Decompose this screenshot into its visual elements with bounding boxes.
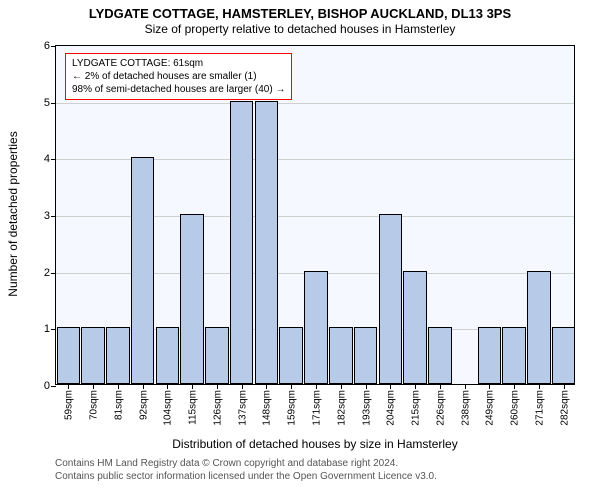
ytick-mark [51, 103, 56, 104]
bar [180, 214, 204, 384]
annotation-line3: 98% of semi-detached houses are larger (… [72, 83, 285, 96]
bar [255, 101, 279, 384]
bar [527, 271, 551, 384]
bar [106, 327, 130, 384]
xtick-label: 271sqm [532, 390, 545, 426]
xtick-label: 226sqm [433, 390, 446, 426]
footer-line1: Contains HM Land Registry data © Crown c… [55, 457, 437, 470]
xtick-mark [465, 384, 466, 389]
xtick-label: 193sqm [359, 390, 372, 426]
xtick-mark [167, 384, 168, 389]
ytick-mark [51, 386, 56, 387]
annotation-box: LYDGATE COTTAGE: 61sqm ← 2% of detached … [65, 53, 292, 100]
xtick-label: 115sqm [186, 390, 199, 425]
gridline [56, 103, 574, 104]
xtick-mark [415, 384, 416, 389]
bar [428, 327, 452, 384]
bar [230, 101, 254, 384]
bar [502, 327, 526, 384]
xtick-mark [266, 384, 267, 389]
footer: Contains HM Land Registry data © Crown c… [55, 457, 437, 483]
chart-subtitle: Size of property relative to detached ho… [0, 22, 600, 36]
ytick-mark [51, 329, 56, 330]
chart-title: LYDGATE COTTAGE, HAMSTERLEY, BISHOP AUCK… [0, 0, 600, 22]
bar [329, 327, 353, 384]
xtick-label: 59sqm [62, 390, 75, 420]
xtick-label: 260sqm [508, 390, 521, 426]
xtick-label: 182sqm [334, 390, 347, 426]
y-axis-label: Number of detached properties [6, 114, 20, 314]
chart-container: { "title": "LYDGATE COTTAGE, HAMSTERLEY,… [0, 0, 600, 500]
ytick-mark [51, 216, 56, 217]
bar [156, 327, 180, 384]
xtick-mark [242, 384, 243, 389]
footer-line2: Contains public sector information licen… [55, 470, 437, 483]
bar [552, 327, 576, 384]
xtick-label: 92sqm [136, 390, 149, 420]
xtick-mark [143, 384, 144, 389]
bar [379, 214, 403, 384]
xtick-label: 159sqm [285, 390, 298, 426]
xtick-mark [489, 384, 490, 389]
xtick-label: 204sqm [384, 390, 397, 426]
xtick-label: 70sqm [87, 390, 100, 420]
xtick-mark [68, 384, 69, 389]
xtick-label: 137sqm [235, 390, 248, 426]
bar [81, 327, 105, 384]
xtick-mark [366, 384, 367, 389]
xtick-mark [93, 384, 94, 389]
bar [304, 271, 328, 384]
xtick-label: 215sqm [409, 390, 422, 426]
bar [57, 327, 81, 384]
x-axis-label: Distribution of detached houses by size … [55, 437, 575, 451]
xtick-mark [118, 384, 119, 389]
annotation-line1: LYDGATE COTTAGE: 61sqm [72, 57, 285, 70]
xtick-label: 171sqm [310, 390, 323, 426]
xtick-mark [390, 384, 391, 389]
xtick-label: 104sqm [161, 390, 174, 426]
bar [131, 157, 155, 384]
bar [279, 327, 303, 384]
ytick-mark [51, 159, 56, 160]
xtick-label: 148sqm [260, 390, 273, 426]
xtick-mark [316, 384, 317, 389]
xtick-mark [440, 384, 441, 389]
xtick-mark [217, 384, 218, 389]
xtick-label: 126sqm [210, 390, 223, 426]
xtick-label: 238sqm [458, 390, 471, 426]
bar [478, 327, 502, 384]
xtick-mark [192, 384, 193, 389]
xtick-mark [564, 384, 565, 389]
ytick-mark [51, 46, 56, 47]
bar [354, 327, 378, 384]
bar [205, 327, 229, 384]
bar [403, 271, 427, 384]
xtick-label: 249sqm [483, 390, 496, 426]
ytick-mark [51, 273, 56, 274]
xtick-mark [291, 384, 292, 389]
annotation-line2: ← 2% of detached houses are smaller (1) [72, 70, 285, 83]
xtick-mark [341, 384, 342, 389]
xtick-label: 81sqm [111, 390, 124, 420]
xtick-mark [539, 384, 540, 389]
xtick-mark [514, 384, 515, 389]
xtick-label: 282sqm [557, 390, 570, 426]
